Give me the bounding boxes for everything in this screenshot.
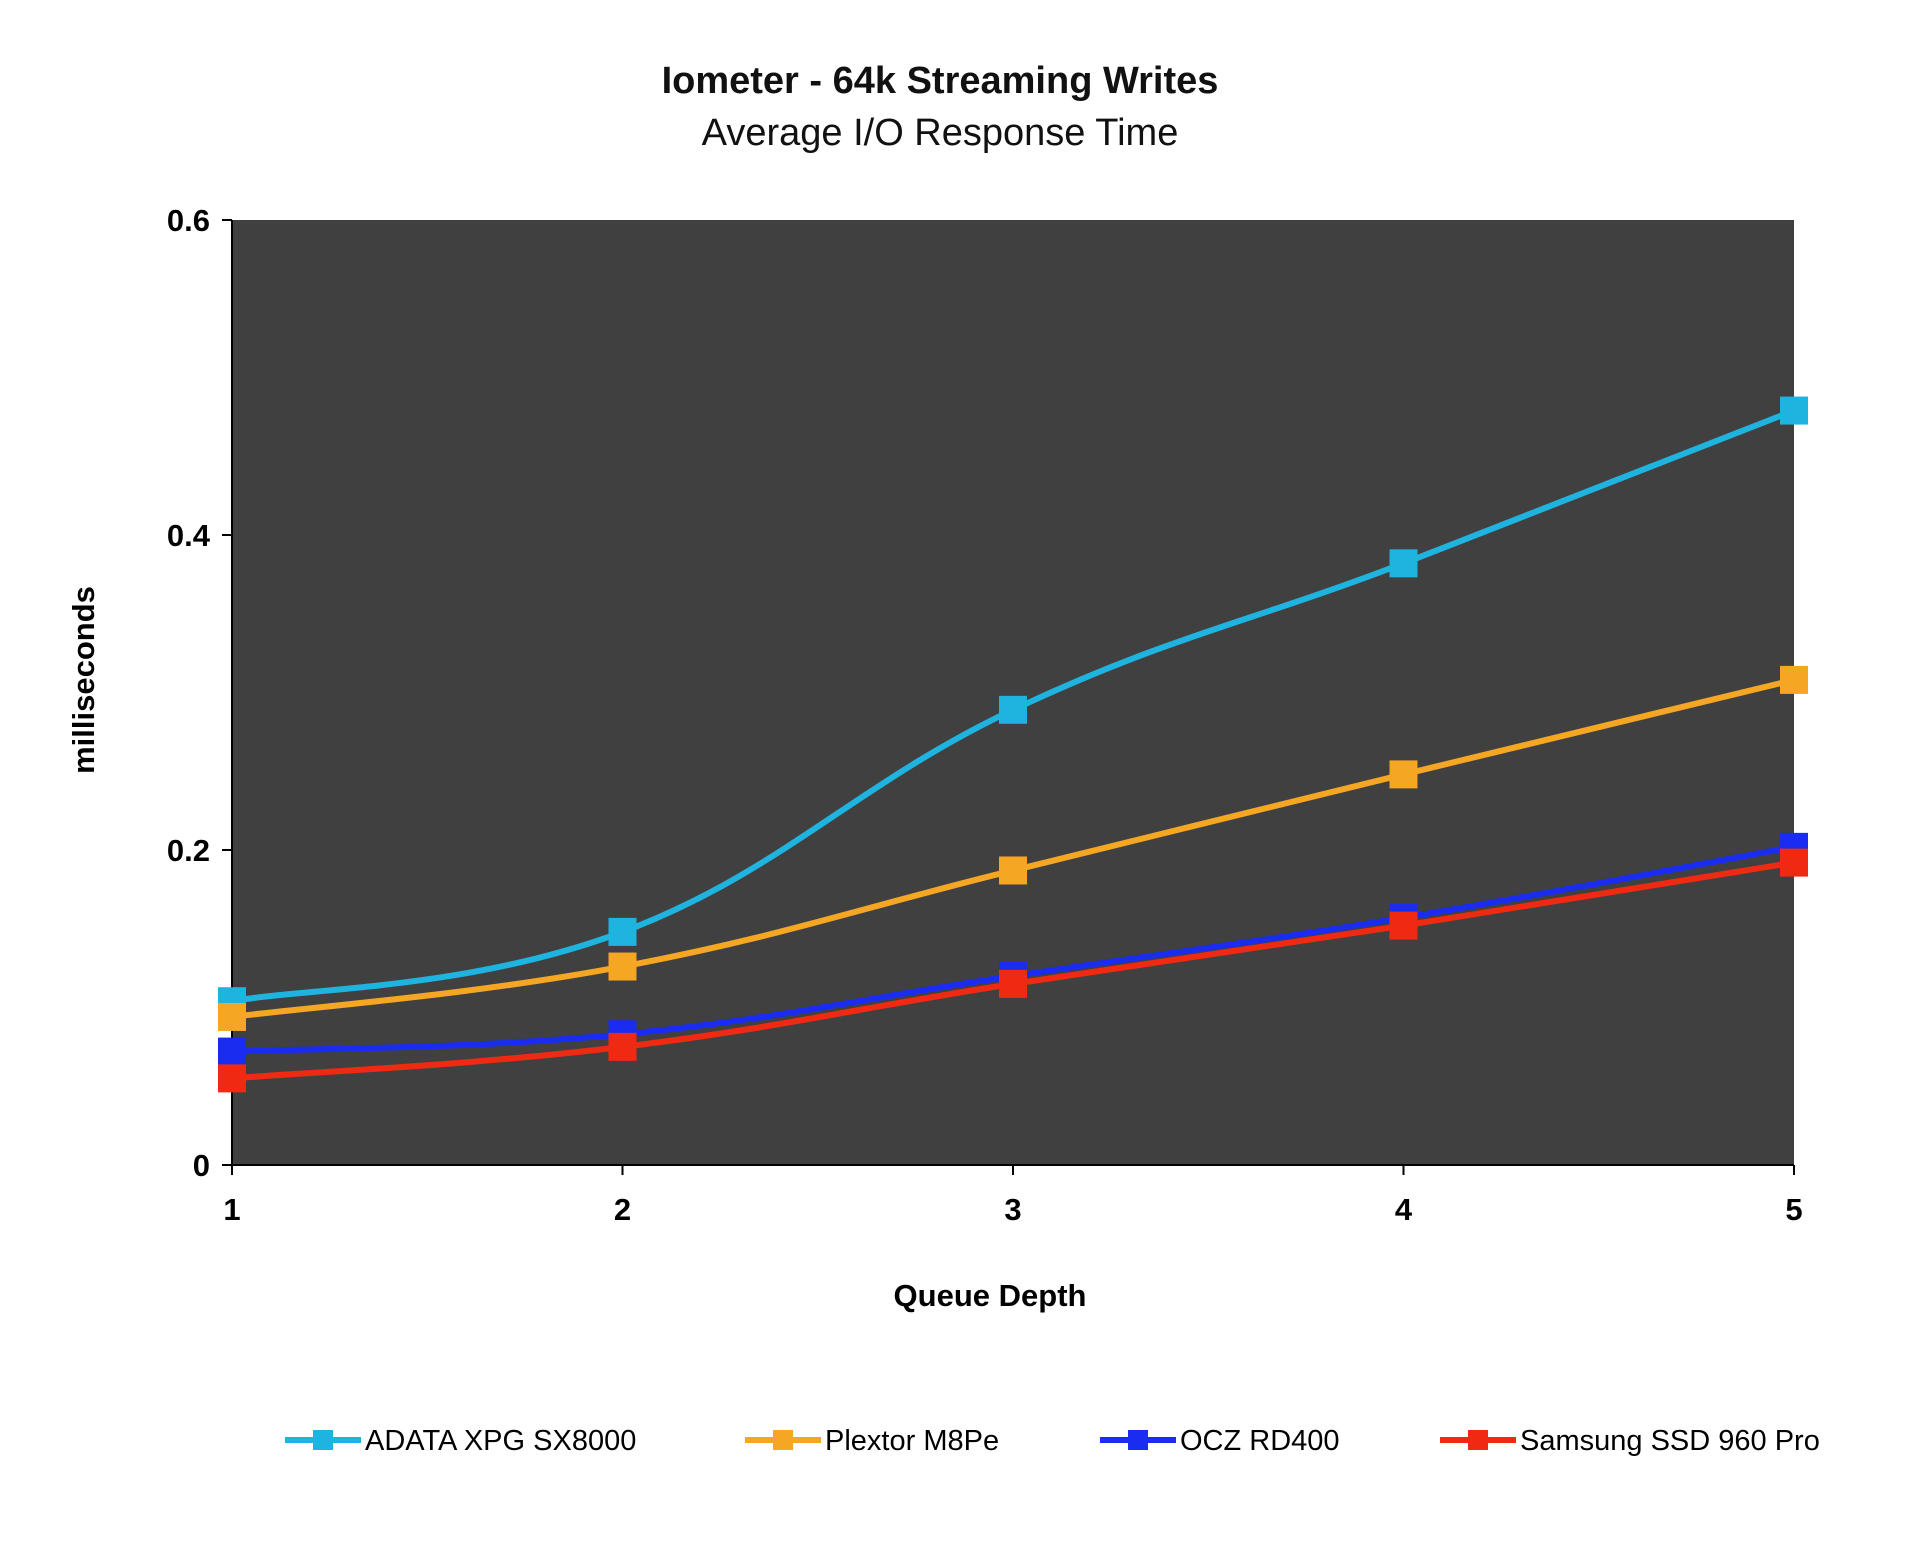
- x-tick-label: 1: [223, 1192, 240, 1227]
- series-layer: [218, 396, 1808, 1093]
- y-tick-label: 0.2: [167, 833, 210, 868]
- legend-label: Samsung SSD 960 Pro: [1520, 1425, 1820, 1457]
- series-marker: [218, 1002, 246, 1031]
- x-tick-label: 4: [1395, 1192, 1413, 1227]
- series-1: [218, 665, 1808, 1031]
- series-marker: [218, 1037, 246, 1066]
- series-marker: [1780, 665, 1808, 694]
- y-tick-label: 0.6: [167, 203, 210, 238]
- y-axis-label: milliseconds: [66, 586, 101, 774]
- series-marker: [1389, 911, 1418, 940]
- y-tick-label: 0: [193, 1148, 210, 1183]
- legend-item: OCZ RD400: [1100, 1425, 1340, 1457]
- series-0: [218, 396, 1808, 1016]
- legend-item: Plextor M8Pe: [745, 1425, 999, 1457]
- y-tick-label: 0.4: [167, 518, 211, 553]
- legend-label: Plextor M8Pe: [825, 1425, 999, 1457]
- series-marker: [218, 1064, 246, 1093]
- plot-area: [232, 220, 1794, 1165]
- x-tick-label: 2: [614, 1192, 631, 1227]
- x-tick-label: 5: [1785, 1192, 1802, 1227]
- chart-subtitle: Average I/O Response Time: [702, 112, 1179, 154]
- x-axis-label: Queue Depth: [894, 1278, 1087, 1313]
- series-marker: [999, 856, 1027, 885]
- series-marker: [608, 952, 637, 981]
- legend-swatch-marker: [1128, 1430, 1148, 1450]
- tick-labels: 0 0.2 0.4 0.6 1 2 3 4 5: [167, 203, 1803, 1227]
- series-marker: [999, 695, 1027, 724]
- x-tick-label: 3: [1004, 1192, 1021, 1227]
- series-marker: [1389, 549, 1418, 578]
- series-marker: [608, 917, 637, 946]
- series-3: [218, 848, 1808, 1093]
- legend-label: OCZ RD400: [1180, 1425, 1340, 1457]
- legend-swatch-marker: [773, 1430, 793, 1450]
- legend-swatch-marker: [313, 1430, 333, 1450]
- legend-label: ADATA XPG SX8000: [365, 1425, 636, 1457]
- series-marker: [1780, 396, 1808, 425]
- series-marker: [1780, 848, 1808, 877]
- chart-title: Iometer - 64k Streaming Writes: [662, 60, 1219, 102]
- series-marker: [999, 969, 1027, 998]
- legend-item: ADATA XPG SX8000: [285, 1425, 636, 1457]
- series-marker: [1389, 760, 1418, 789]
- legend-swatch-marker: [1468, 1430, 1488, 1450]
- series-marker: [608, 1032, 637, 1061]
- legend-item: Samsung SSD 960 Pro: [1440, 1425, 1820, 1457]
- legend: ADATA XPG SX8000 Plextor M8Pe OCZ RD400 Sam…: [285, 1425, 1820, 1457]
